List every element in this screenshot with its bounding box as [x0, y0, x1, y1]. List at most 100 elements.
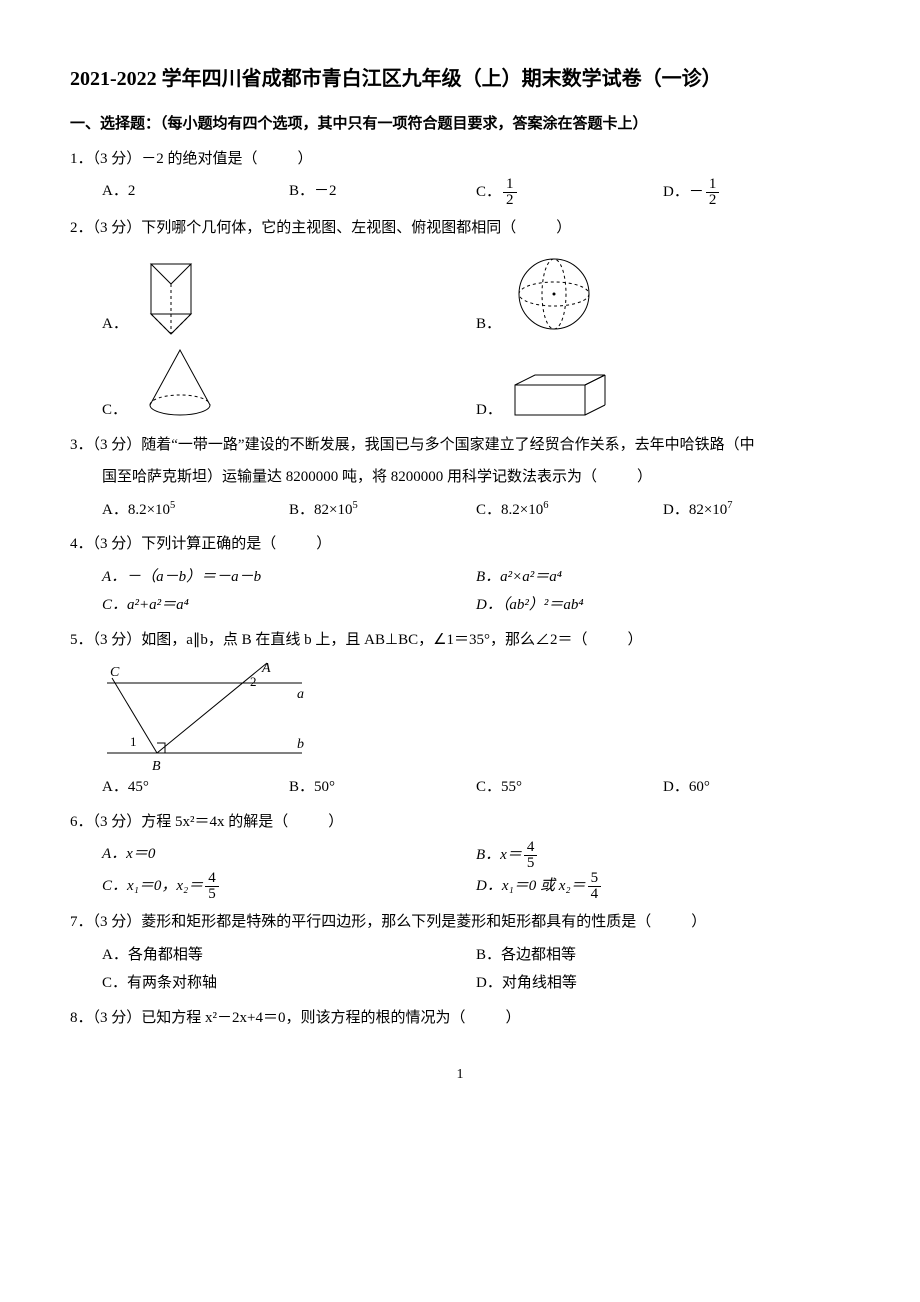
q6-b-pre: B．x＝	[476, 847, 522, 863]
q1-stem-b: ）	[298, 151, 313, 167]
q5-stem: 5．（3 分）如图，a∥b，点 B 在直线 b 上，且 AB⊥BC，∠1＝35°…	[70, 626, 850, 655]
q3-d-exp: 7	[727, 500, 732, 511]
numerator: 5	[588, 871, 602, 887]
q3-c-pre: C．8.2×10	[476, 502, 543, 518]
q4-opt-c: C．a²+a²＝a⁴	[102, 591, 476, 620]
q1-opt-b: B．－2	[289, 177, 476, 208]
q6-opt-d: D．x₁＝0 或 x₂＝54	[476, 871, 850, 902]
question-5: 5．（3 分）如图，a∥b，点 B 在直线 b 上，且 AB⊥BC，∠1＝35°…	[70, 626, 850, 802]
q6-opt-a: A．x＝0	[102, 840, 476, 871]
q3-options: A．8.2×105 B．82×105 C．8.2×106 D．82×107	[70, 496, 850, 525]
question-7: 7．（3 分）菱形和矩形都是特殊的平行四边形，那么下列是菱形和矩形都具有的性质是…	[70, 908, 850, 998]
denominator: 2	[503, 193, 517, 208]
svg-text:2: 2	[250, 674, 257, 689]
q2-opt-b-label: B．	[476, 310, 501, 339]
q4-stem-b: ）	[316, 536, 331, 552]
denominator: 5	[524, 856, 538, 871]
cuboid-icon	[510, 370, 620, 425]
q7-opt-a: A．各角都相等	[102, 941, 476, 970]
q4-stem-a: 4．（3 分）下列计算正确的是（	[70, 536, 276, 552]
sphere-icon	[509, 249, 599, 339]
numerator: 4	[205, 871, 219, 887]
q3-line2-b: ）	[637, 469, 652, 485]
q2-stem: 2．（3 分）下列哪个几何体，它的主视图、左视图、俯视图都相同（ ）	[70, 214, 850, 243]
q3-opt-d: D．82×107	[663, 496, 850, 525]
fraction: 45	[524, 840, 538, 871]
question-4: 4．（3 分）下列计算正确的是（ ） A．－（a－b）＝－a－b B．a²×a²＝…	[70, 530, 850, 620]
q6-stem-b: ）	[328, 814, 343, 830]
q6-stem: 6．（3 分）方程 5x²＝4x 的解是（）	[70, 808, 850, 837]
question-3: 3．（3 分）随着“一带一路”建设的不断发展，我国已与多个国家建立了经贸合作关系…	[70, 431, 850, 525]
q3-a-pre: A．8.2×10	[102, 502, 170, 518]
q4-opt-d: D．（ab²）²＝ab⁴	[476, 591, 850, 620]
q7-opt-c: C．有两条对称轴	[102, 969, 476, 998]
q5-opt-b: B．50°	[289, 773, 476, 802]
minus-sign: －	[689, 178, 704, 207]
q5-stem-b: ）	[628, 632, 643, 648]
fraction: 12	[503, 177, 517, 208]
q3-line2: 国至哈萨克斯坦）运输量达 8200000 吨，将 8200000 用科学记数法表…	[70, 463, 850, 492]
numerator: 1	[706, 177, 720, 193]
denominator: 4	[588, 887, 602, 902]
svg-text:B: B	[152, 759, 161, 773]
q4-stem: 4．（3 分）下列计算正确的是（ ）	[70, 530, 850, 559]
q1-opt-a: A．2	[102, 177, 289, 208]
q3-c-exp: 6	[543, 500, 548, 511]
section-heading: 一、选择题：（每小题均有四个选项，其中只有一项符合题目要求，答案涂在答题卡上）	[70, 110, 850, 139]
q6-options-r2: C．x₁＝0，x₂＝45 D．x₁＝0 或 x₂＝54	[70, 871, 850, 902]
q3-d-pre: D．82×10	[663, 502, 727, 518]
q2-row2: C． D．	[70, 345, 850, 425]
question-6: 6．（3 分）方程 5x²＝4x 的解是（） A．x＝0 B．x＝45 C．x₁…	[70, 808, 850, 903]
q1-opt-c: C．12	[476, 177, 663, 208]
q2-opt-c-label: C．	[102, 396, 127, 425]
q6-options-r1: A．x＝0 B．x＝45	[70, 840, 850, 871]
q6-d-pre: D．x₁＝0 或 x₂＝	[476, 878, 586, 894]
question-8: 8．（3 分）已知方程 x²－2x+4＝0，则该方程的根的情况为（）	[70, 1004, 850, 1033]
q3-a-exp: 5	[170, 500, 175, 511]
svg-text:a: a	[297, 687, 304, 702]
q3-line1: 3．（3 分）随着“一带一路”建设的不断发展，我国已与多个国家建立了经贸合作关系…	[70, 431, 850, 460]
q7-opt-b: B．各边都相等	[476, 941, 850, 970]
denominator: 2	[706, 193, 720, 208]
svg-text:1: 1	[130, 734, 137, 749]
q3-b-pre: B．82×10	[289, 502, 352, 518]
q5-opt-a: A．45°	[102, 773, 289, 802]
q8-stem: 8．（3 分）已知方程 x²－2x+4＝0，则该方程的根的情况为（）	[70, 1004, 850, 1033]
q5-opt-c: C．55°	[476, 773, 663, 802]
q2-opt-a-label: A．	[102, 310, 128, 339]
q3-line2-a: 国至哈萨克斯坦）运输量达 8200000 吨，将 8200000 用科学记数法表…	[102, 469, 597, 485]
fraction: 54	[588, 871, 602, 902]
fraction: 45	[205, 871, 219, 902]
q7-options-r2: C．有两条对称轴 D．对角线相等	[70, 969, 850, 998]
q3-opt-b: B．82×105	[289, 496, 476, 525]
q2-stem-a: 2．（3 分）下列哪个几何体，它的主视图、左视图、俯视图都相同（	[70, 220, 516, 236]
q7-stem: 7．（3 分）菱形和矩形都是特殊的平行四边形，那么下列是菱形和矩形都具有的性质是…	[70, 908, 850, 937]
question-1: 1．（3 分）－2 的绝对值是（） A．2 B．－2 C．12 D．－12	[70, 145, 850, 209]
q5-figure: a b C A B 1 2	[70, 658, 850, 773]
q7-options-r1: A．各角都相等 B．各边都相等	[70, 941, 850, 970]
neg-fraction: －12	[689, 177, 722, 208]
q2-stem-b: ）	[556, 220, 571, 236]
q3-opt-c: C．8.2×106	[476, 496, 663, 525]
q5-opt-d: D．60°	[663, 773, 850, 802]
svg-text:A: A	[261, 661, 271, 676]
q6-opt-c: C．x₁＝0，x₂＝45	[102, 871, 476, 902]
q2-opt-d-label: D．	[476, 396, 502, 425]
svg-text:b: b	[297, 737, 304, 752]
q5-options: A．45° B．50° C．55° D．60°	[70, 773, 850, 802]
numerator: 4	[524, 840, 538, 856]
q7-opt-d: D．对角线相等	[476, 969, 850, 998]
q1-options: A．2 B．－2 C．12 D．－12	[70, 177, 850, 208]
q1-d-pre: D．	[663, 184, 689, 200]
page-number: 1	[70, 1062, 850, 1089]
question-2: 2．（3 分）下列哪个几何体，它的主视图、左视图、俯视图都相同（ ） A． B．	[70, 214, 850, 425]
q1-c-pre: C．	[476, 184, 501, 200]
q4-options-r1: A．－（a－b）＝－a－b B．a²×a²＝a⁴	[70, 563, 850, 592]
q1-stem-a: 1．（3 分）－2 的绝对值是（	[70, 151, 258, 167]
numerator: 1	[503, 177, 517, 193]
q3-b-exp: 5	[352, 500, 357, 511]
prism-icon	[136, 249, 216, 339]
denominator: 5	[205, 887, 219, 902]
q5-stem-a: 5．（3 分）如图，a∥b，点 B 在直线 b 上，且 AB⊥BC，∠1＝35°…	[70, 632, 588, 648]
q4-opt-b: B．a²×a²＝a⁴	[476, 563, 850, 592]
